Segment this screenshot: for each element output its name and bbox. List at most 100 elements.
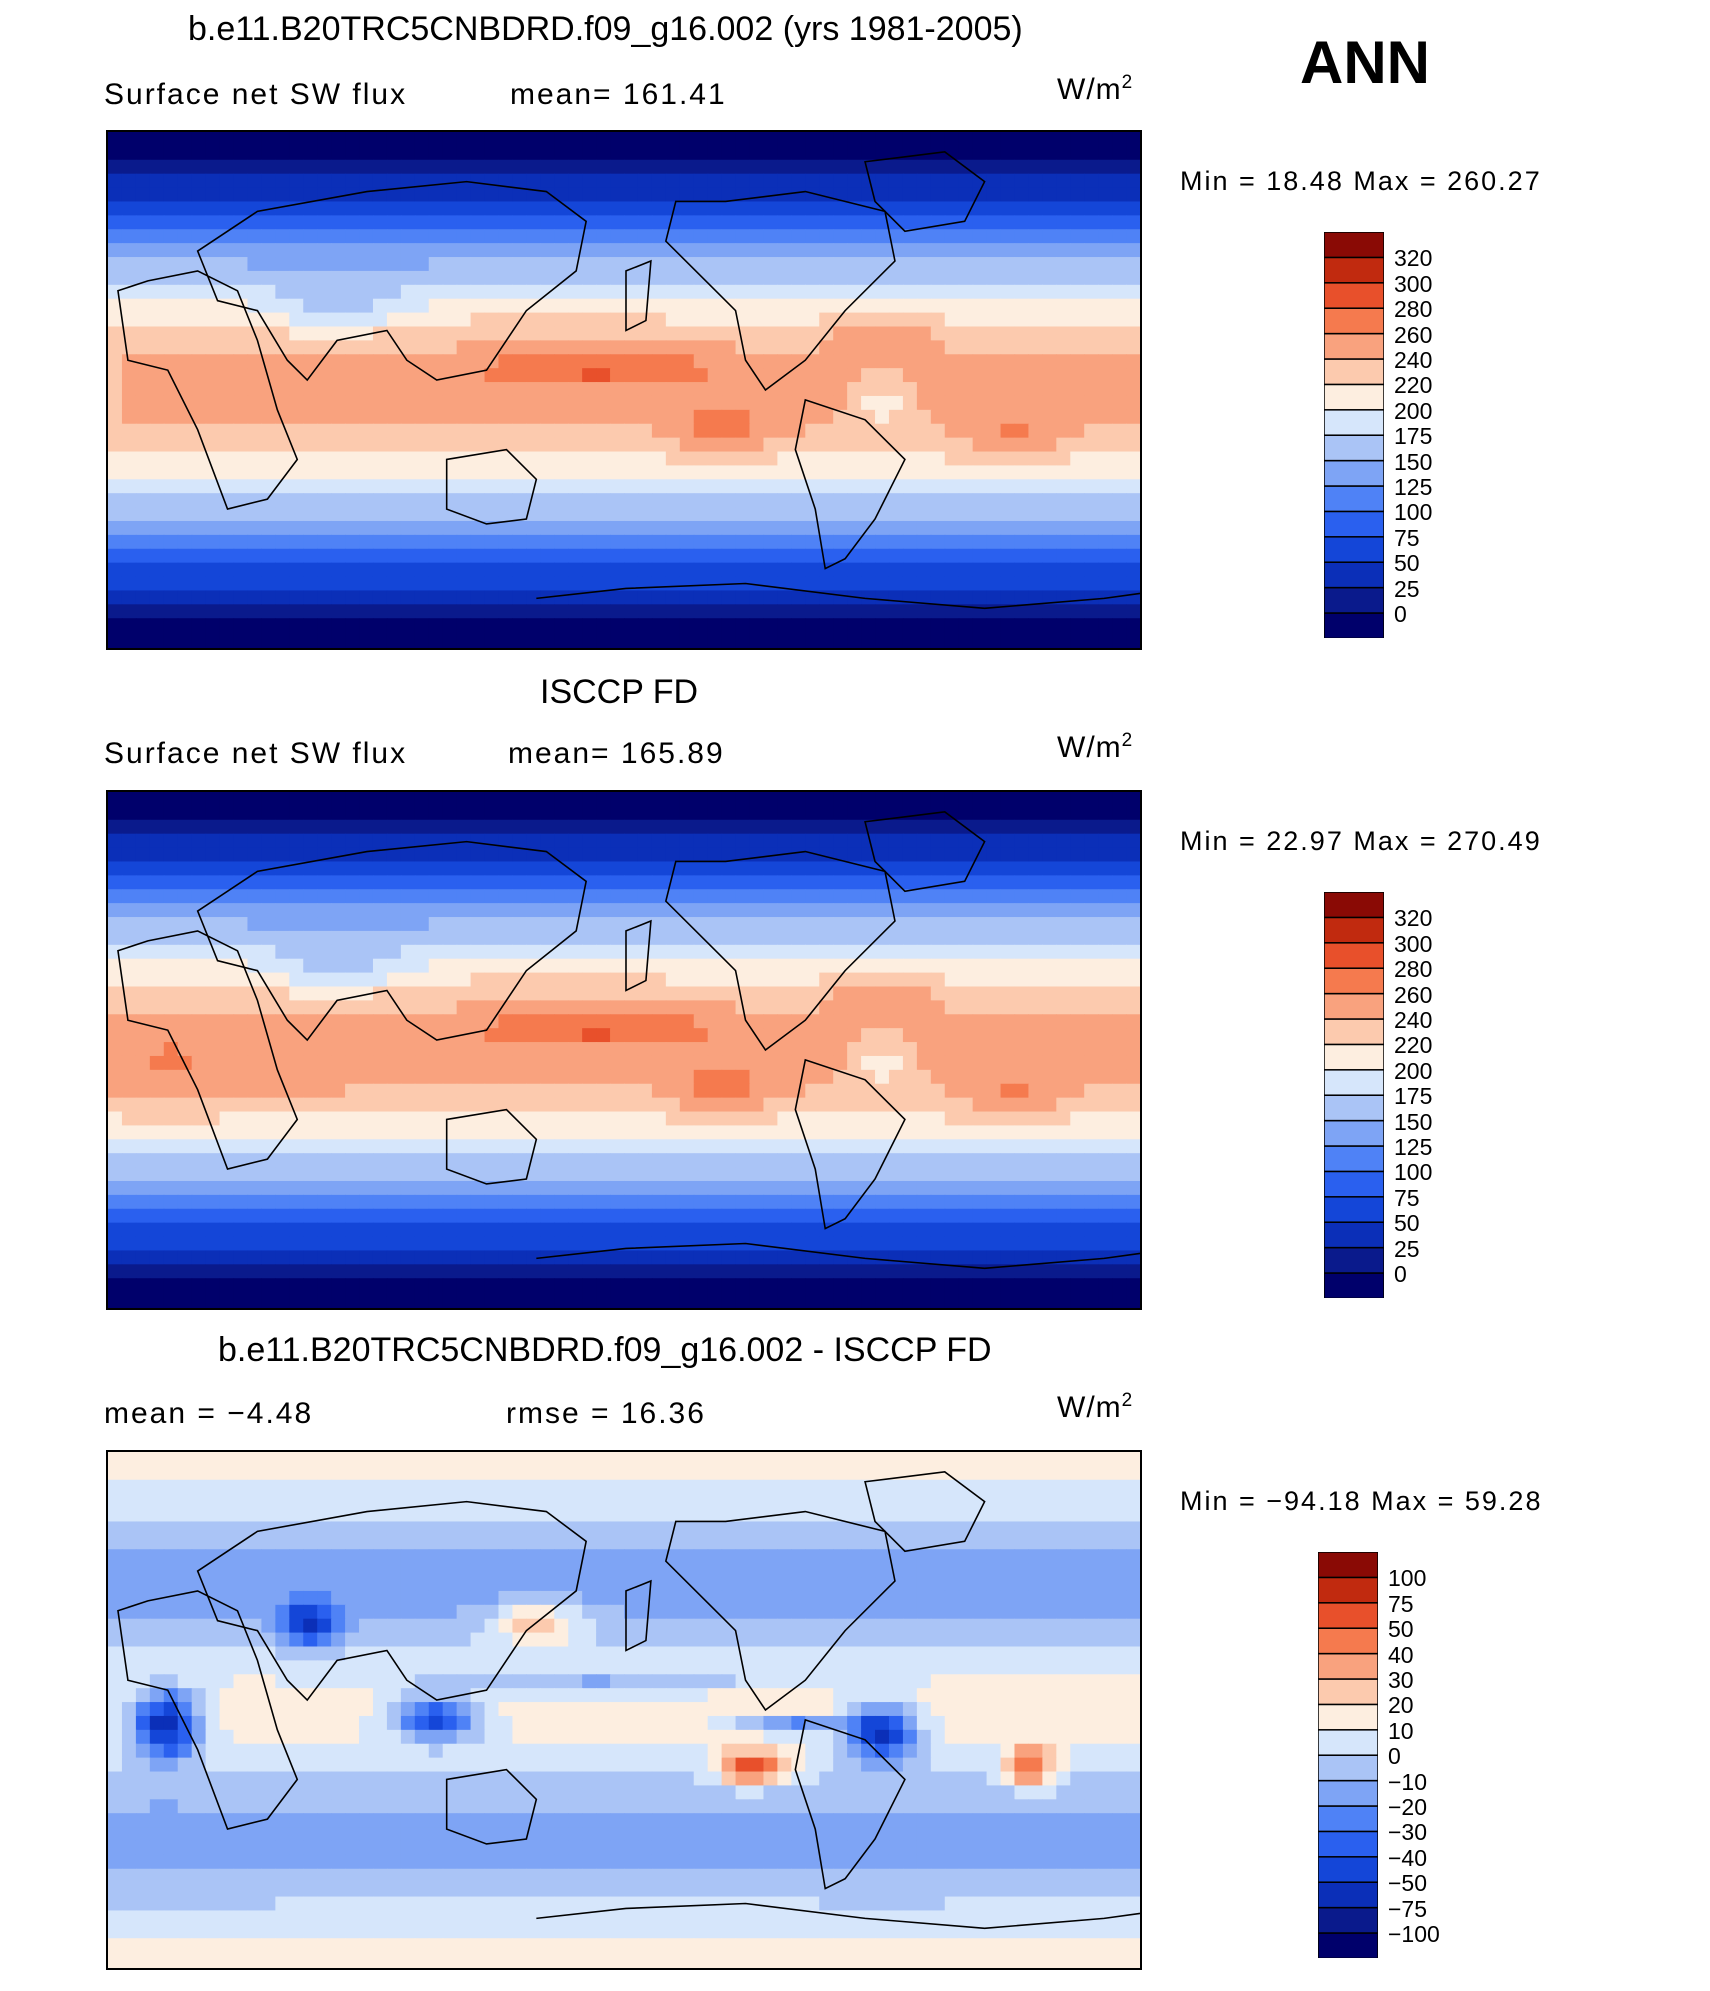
field-cell — [735, 1055, 751, 1071]
field-cell — [944, 284, 960, 300]
field-cell — [1028, 187, 1043, 203]
field-cell — [359, 201, 374, 216]
field-cell — [261, 145, 276, 161]
field-cell — [331, 1014, 346, 1029]
field-cell — [958, 451, 974, 467]
field-cell — [526, 944, 541, 960]
field-cell — [1098, 145, 1113, 161]
field-cell — [219, 576, 235, 592]
field-cell — [233, 409, 249, 425]
field-cell — [108, 805, 123, 821]
field-cell — [163, 409, 179, 425]
field-cell — [233, 423, 249, 439]
field-cell — [289, 145, 304, 161]
field-cell — [512, 930, 527, 946]
field-cell — [1056, 1042, 1071, 1057]
field-cell — [1084, 1069, 1099, 1085]
field-cell — [1070, 889, 1085, 904]
field-cell — [916, 618, 932, 633]
field-cell — [233, 465, 249, 480]
field-cell — [861, 958, 876, 974]
field-cell — [1000, 451, 1016, 467]
field-cell — [819, 1111, 834, 1127]
field-cell — [414, 972, 430, 988]
field-cell — [191, 917, 207, 932]
field-cell — [749, 1139, 765, 1154]
field-cell — [303, 1180, 318, 1196]
field-cell — [972, 368, 988, 383]
field-cell — [191, 284, 207, 300]
field-cell — [1056, 889, 1071, 904]
field-cell — [637, 917, 653, 932]
field-cell — [359, 215, 374, 230]
field-cell — [317, 354, 332, 369]
field-cell — [916, 1069, 932, 1085]
field-cell — [512, 173, 527, 189]
field-cell — [819, 354, 834, 369]
field-cell — [289, 986, 304, 1001]
field-cell — [498, 646, 514, 648]
field-cell — [596, 1153, 611, 1168]
field-cell — [331, 1069, 346, 1085]
colorbar-swatch — [1324, 256, 1384, 284]
field-cell — [386, 145, 402, 161]
field-cell — [916, 1083, 932, 1099]
field-cell — [1070, 1167, 1085, 1182]
field-cell — [526, 1153, 541, 1168]
field-cell — [414, 958, 430, 974]
panel2-mean-label: mean= 165.89 — [508, 737, 725, 770]
field-cell — [847, 229, 862, 244]
field-cell — [568, 917, 583, 932]
field-cell — [108, 229, 123, 244]
field-cell — [1126, 187, 1140, 203]
field-cell — [1084, 173, 1099, 189]
field-cell — [121, 326, 137, 341]
field-cell — [219, 1014, 235, 1029]
field-cell — [805, 562, 820, 578]
field-cell — [568, 298, 583, 314]
field-cell — [317, 1180, 332, 1196]
field-cell — [875, 1083, 890, 1099]
field-cell — [777, 270, 792, 286]
field-cell — [735, 229, 751, 244]
field-cell — [289, 465, 304, 480]
field-cell — [610, 548, 625, 564]
field-cell — [400, 917, 416, 932]
field-cell — [317, 590, 332, 605]
field-cell — [512, 465, 527, 480]
field-cell — [233, 326, 249, 341]
field-cell — [484, 604, 500, 619]
field-cell — [1028, 1097, 1043, 1113]
field-cell — [191, 861, 207, 876]
field-cell — [679, 1111, 695, 1127]
field-cell — [1084, 201, 1099, 216]
field-cell — [108, 437, 123, 453]
field-cell — [359, 395, 374, 411]
field-cell — [108, 382, 123, 397]
field-cell — [1000, 229, 1016, 244]
field-cell — [582, 479, 597, 494]
field-cell — [833, 479, 848, 494]
field-cell — [428, 243, 444, 258]
field-cell — [735, 409, 751, 425]
field-cell — [986, 1153, 1002, 1168]
field-cell — [568, 819, 583, 835]
field-cell — [456, 493, 472, 508]
field-cell — [1056, 875, 1071, 890]
field-cell — [428, 632, 444, 647]
field-cell — [833, 465, 848, 480]
field-cell — [149, 833, 165, 849]
field-cell — [791, 590, 806, 605]
field-cell — [805, 243, 820, 258]
field-cell — [875, 159, 890, 175]
field-cell — [191, 847, 207, 863]
field-cell — [1014, 1069, 1030, 1085]
field-cell — [763, 590, 779, 605]
field-cell — [135, 437, 151, 453]
field-cell — [1056, 792, 1071, 807]
field-cell — [707, 1097, 723, 1113]
field-cell — [875, 145, 890, 161]
field-cell — [540, 930, 555, 946]
field-cell — [1070, 1125, 1085, 1140]
field-cell — [1112, 534, 1127, 550]
